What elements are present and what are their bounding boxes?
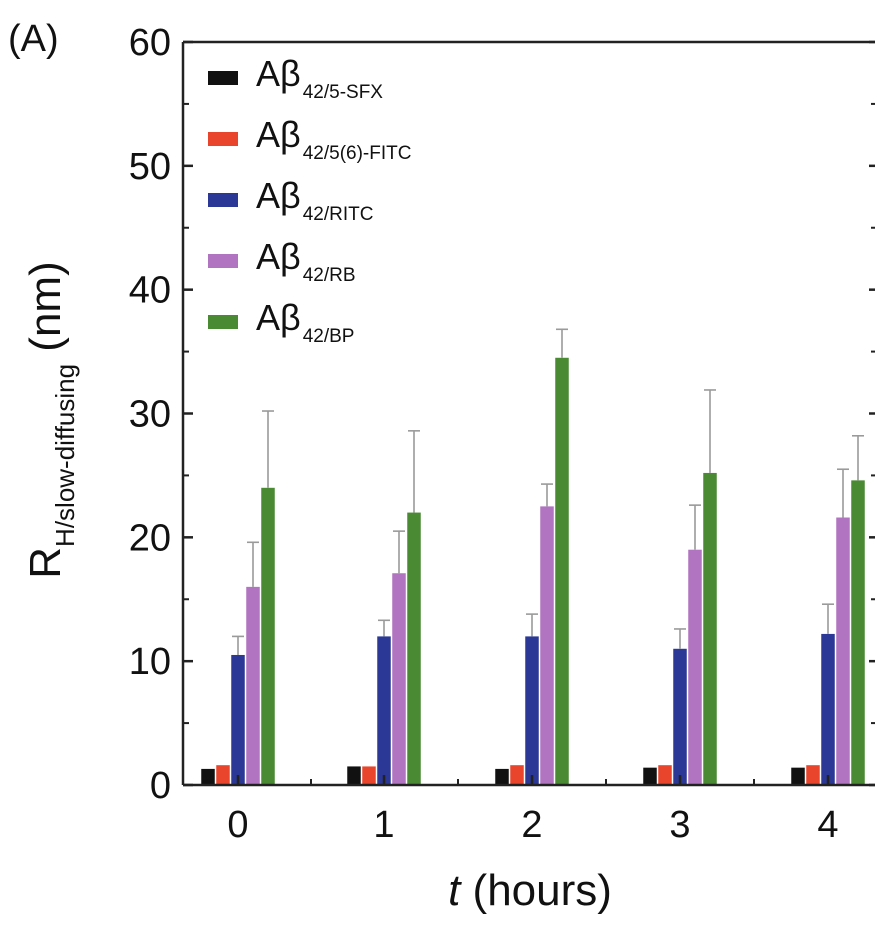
bar-42/5-SFX-t4 bbox=[791, 767, 805, 785]
legend-label-42/5-SFX: Aβ 42/5-SFX bbox=[256, 53, 383, 103]
y-axis-title: RH/slow-diffusing (nm) bbox=[21, 261, 80, 578]
bar-42/BP-t4 bbox=[851, 480, 865, 785]
legend-label-42/RITC: Aβ 42/RITC bbox=[256, 175, 373, 225]
bar-42/BP-t1 bbox=[407, 512, 421, 785]
bar-42/RITC-t4 bbox=[821, 633, 835, 785]
y-tick-label: 10 bbox=[129, 641, 171, 683]
bar-42/RITC-t3 bbox=[673, 648, 687, 785]
bar-42/RITC-t0 bbox=[231, 654, 245, 785]
bar-42/RB-t4 bbox=[836, 517, 850, 785]
x-tick-label: 4 bbox=[817, 804, 838, 846]
x-tick-label: 0 bbox=[227, 804, 248, 846]
bar-42/5(6)-FITC-t3 bbox=[658, 765, 672, 785]
y-tick-label: 60 bbox=[129, 22, 171, 64]
bar-42/RB-t0 bbox=[246, 586, 260, 785]
tick-labels-layer: 0 10 20 30 40 50 60 0 1 2 3 4 bbox=[129, 22, 839, 846]
legend-swatch-42/RITC bbox=[208, 193, 238, 207]
legend: Aβ 42/5-SFX Aβ 42/5(6)-FITC Aβ 42/RITC Aβ 42/RB… bbox=[208, 53, 411, 347]
bar-42/RB-t3 bbox=[688, 549, 702, 785]
legend-swatch-42/5(6)-FITC bbox=[208, 132, 238, 146]
panel-label: (A) bbox=[8, 18, 59, 60]
x-tick-label: 2 bbox=[521, 804, 542, 846]
bar-42/5(6)-FITC-t2 bbox=[510, 765, 524, 785]
legend-label-42/RB: Aβ 42/RB bbox=[256, 236, 356, 286]
bar-42/BP-t0 bbox=[261, 487, 275, 785]
legend-swatch-42/5-SFX bbox=[208, 71, 238, 85]
y-tick-label: 0 bbox=[150, 765, 171, 807]
bar-42/5(6)-FITC-t1 bbox=[362, 766, 376, 785]
y-tick-label: 40 bbox=[129, 270, 171, 312]
x-tick-label: 3 bbox=[669, 804, 690, 846]
bar-42/5(6)-FITC-t0 bbox=[216, 765, 230, 785]
legend-swatch-42/RB bbox=[208, 254, 238, 268]
legend-label-42/5(6)-FITC: Aβ 42/5(6)-FITC bbox=[256, 114, 411, 164]
bar-42/RB-t2 bbox=[540, 506, 554, 785]
legend-label-42/BP: Aβ 42/BP bbox=[256, 297, 354, 347]
x-axis-title: t (hours) bbox=[448, 866, 612, 915]
x-tick-label: 1 bbox=[373, 804, 394, 846]
error-bars-layer bbox=[232, 328, 864, 655]
bar-42/5-SFX-t2 bbox=[495, 768, 509, 785]
y-tick-label: 20 bbox=[129, 517, 171, 559]
bar-42/RB-t1 bbox=[392, 573, 406, 785]
y-tick-label: 30 bbox=[129, 394, 171, 436]
bar-42/5-SFX-t0 bbox=[201, 768, 215, 785]
bar-42/RITC-t2 bbox=[525, 636, 539, 785]
bar-42/5-SFX-t3 bbox=[643, 767, 657, 785]
bar-42/RITC-t1 bbox=[377, 636, 391, 785]
bar-42/5(6)-FITC-t4 bbox=[806, 765, 820, 785]
y-tick-label: 50 bbox=[129, 146, 171, 188]
bar-42/BP-t3 bbox=[703, 472, 717, 785]
axes-layer bbox=[181, 40, 875, 787]
bar-42/5-SFX-t1 bbox=[347, 766, 361, 785]
bars-layer bbox=[201, 357, 865, 785]
axis-titles: t (hours) RH/slow-diffusing (nm) bbox=[21, 261, 612, 915]
bar-42/BP-t2 bbox=[555, 357, 569, 785]
legend-swatch-42/BP bbox=[208, 315, 238, 329]
